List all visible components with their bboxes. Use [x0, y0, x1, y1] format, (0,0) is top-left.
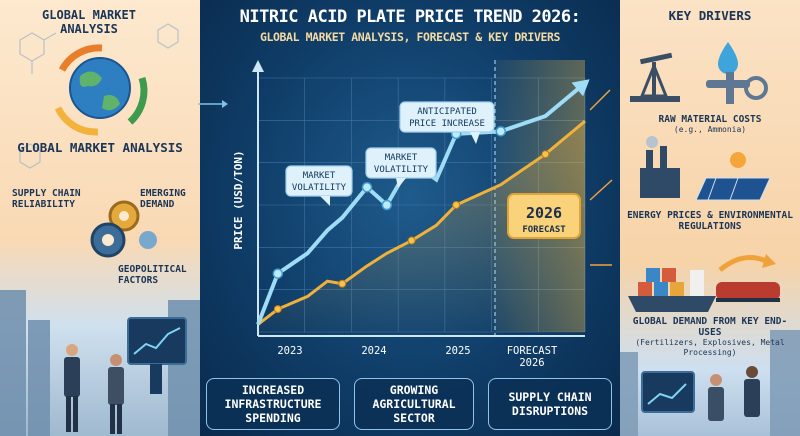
series-1-point	[495, 126, 507, 137]
driver-raw-material-sub: (e.g., Ammonia)	[673, 125, 747, 134]
chart-points	[272, 126, 550, 314]
x-tick-label: 2025	[445, 345, 470, 357]
molecule-icon	[19, 23, 179, 169]
ship-icon	[628, 268, 716, 312]
annotation-anticipated: ANTICIPATED PRICE INCREASE	[399, 101, 495, 144]
forecast-badge: 2026 FORECAST	[507, 193, 581, 239]
annotation-volatility-1-line1: MARKET	[303, 171, 336, 181]
driver-raw-material: RAW MATERIAL COSTS (e.g., Ammonia)	[622, 114, 798, 135]
annotation-volatility-1: MARKET VOLATILITY	[285, 165, 353, 206]
gears-icon	[90, 200, 157, 258]
people-icon	[64, 344, 124, 434]
forecast-badge-year: 2026	[526, 204, 562, 222]
annotation-anticipated-line2: PRICE INCREASE	[409, 119, 485, 129]
series-1-point	[381, 199, 393, 211]
series-2-point	[541, 150, 550, 159]
x-tick-label: 2026	[519, 357, 544, 369]
left-panel-heading: GLOBAL MARKET ANALYSIS	[17, 140, 183, 155]
annotation-anticipated-line1: ANTICIPATED	[417, 107, 477, 117]
forecast-badge-label: FORECAST	[522, 225, 566, 235]
series-1-point	[361, 181, 373, 193]
series-2-point	[452, 201, 461, 209]
annotation-volatility-1-line2: VOLATILITY	[292, 183, 347, 193]
bottom-box-agricultural: GROWING AGRICULTURAL SECTOR	[354, 378, 474, 430]
annotation-volatility-2: MARKET VOLATILITY	[365, 147, 437, 188]
supply-chain-label: SUPPLY CHAIN RELIABILITY	[12, 188, 81, 210]
annotation-volatility-2-line1: MARKET	[385, 153, 418, 163]
trend-arrow-icon	[571, 79, 590, 97]
pipes-icon	[706, 72, 768, 104]
right-person-icon	[708, 366, 760, 421]
x-tick-label: 2023	[277, 345, 302, 357]
header: NITRIC ACID PLATE PRICE TREND 2026: GLOB…	[200, 0, 620, 52]
right-panel	[620, 0, 800, 436]
page-title: NITRIC ACID PLATE PRICE TREND 2026:	[239, 7, 581, 27]
driver-energy: ENERGY PRICES & ENVIRONMENTAL REGULATION…	[622, 210, 798, 232]
train-icon	[716, 282, 780, 302]
right-city-skyline	[620, 330, 800, 436]
series-1-point	[272, 268, 284, 279]
series-2-point	[338, 279, 347, 288]
right-illustration	[620, 42, 800, 436]
page-subtitle: GLOBAL MARKET ANALYSIS, FORECAST & KEY D…	[259, 30, 561, 44]
demand-arrow-icon	[718, 255, 770, 272]
factory-icon	[640, 136, 680, 198]
key-drivers-title: KEY DRIVERS	[668, 8, 752, 23]
driver-global-demand-sub: (Fertilizers, Explosives, Metal Processi…	[635, 338, 785, 357]
series-2-area	[258, 121, 585, 333]
driver-global-demand-label: GLOBAL DEMAND FROM KEY END-USES	[632, 316, 788, 338]
right-monitor-icon	[641, 371, 695, 413]
oil-pump-icon	[630, 52, 680, 102]
series-2-line	[257, 120, 586, 326]
geopolitical-label: GEOPOLITICAL FACTORS	[118, 264, 187, 286]
bottom-box-infrastructure: INCREASED INFRASTRUCTURE SPENDING	[206, 378, 340, 430]
monitor-icon	[127, 317, 187, 394]
droplet-icon	[718, 42, 738, 74]
x-tick-label: 2024	[361, 345, 386, 357]
driver-global-demand: GLOBAL DEMAND FROM KEY END-USES (Fertili…	[622, 316, 798, 358]
left-illustration	[0, 23, 200, 436]
series-2-point	[407, 236, 416, 245]
left-panel-title: GLOBAL MARKET ANALYSIS	[42, 8, 136, 36]
y-axis-label: PRICE (USD/TON)	[232, 150, 245, 249]
solar-panel-icon	[695, 177, 771, 201]
annotation-volatility-2-line2: VOLATILITY	[374, 165, 429, 175]
x-tick-label: FORECAST	[507, 345, 558, 357]
bottom-box-supply-chain: SUPPLY CHAIN DISRUPTIONS	[488, 378, 612, 430]
driver-raw-material-label: RAW MATERIAL COSTS	[658, 114, 762, 125]
series-2-point	[273, 305, 282, 314]
driver-energy-label: ENERGY PRICES & ENVIRONMENTAL REGULATION…	[627, 210, 793, 232]
left-panel	[0, 0, 200, 436]
sun-icon	[730, 152, 746, 168]
emerging-demand-label: EMERGING DEMAND	[140, 188, 186, 210]
globe-icon	[54, 44, 148, 136]
city-skyline	[0, 290, 200, 436]
y-axis-arrow-icon	[252, 60, 264, 72]
